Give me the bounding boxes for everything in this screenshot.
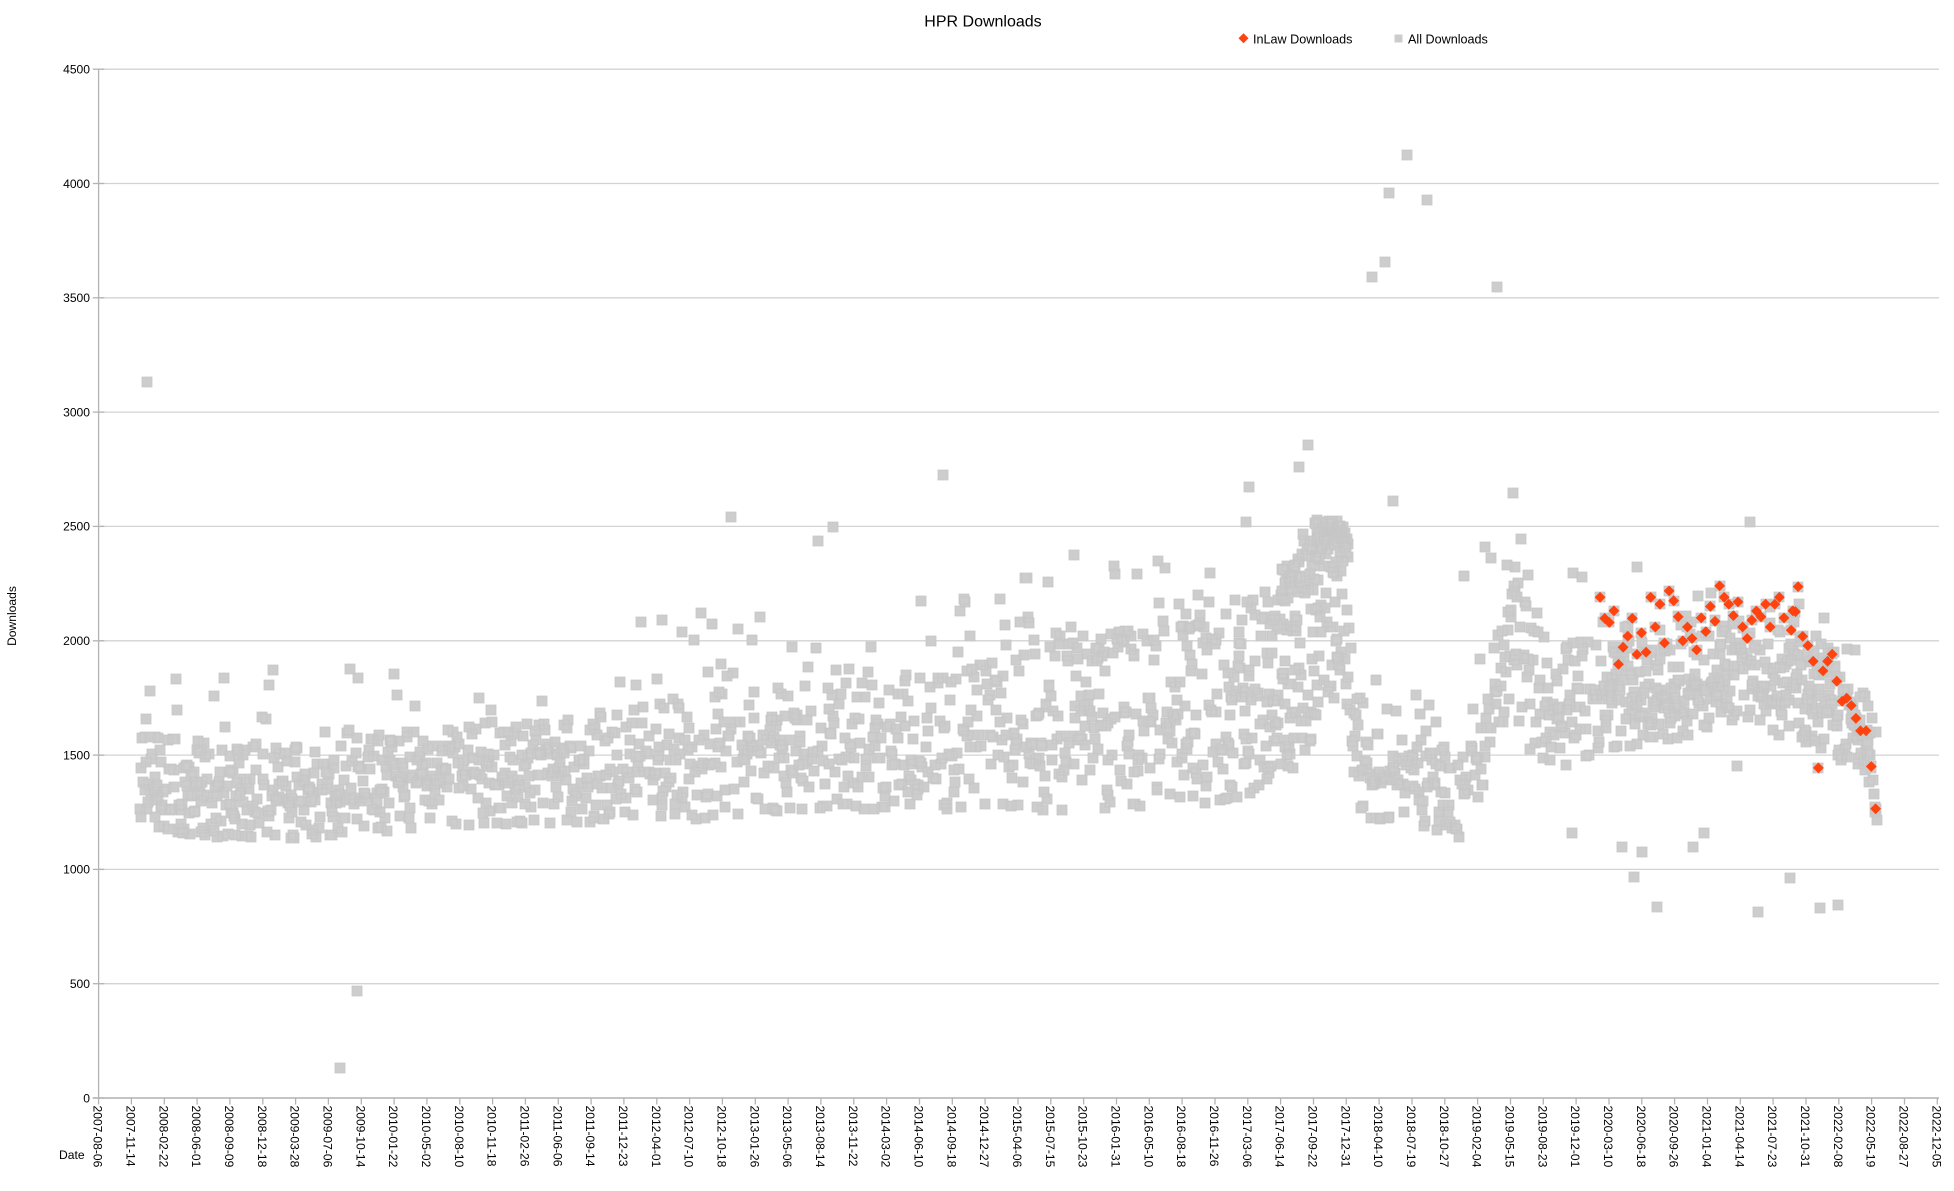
svg-text:2009-03-28: 2009-03-28	[288, 1106, 302, 1168]
svg-text:2020-06-18: 2020-06-18	[1634, 1106, 1648, 1168]
svg-text:2008-12-18: 2008-12-18	[255, 1106, 269, 1168]
svg-text:3000: 3000	[63, 405, 90, 419]
svg-text:2011-06-06: 2011-06-06	[550, 1106, 564, 1167]
svg-text:All Downloads: All Downloads	[1408, 33, 1488, 47]
svg-text:2016-08-18: 2016-08-18	[1174, 1106, 1188, 1168]
svg-text:Downloads: Downloads	[5, 586, 19, 646]
svg-text:2019-12-01: 2019-12-01	[1568, 1106, 1582, 1168]
svg-text:1000: 1000	[63, 863, 90, 877]
svg-text:2013-01-26: 2013-01-26	[747, 1106, 761, 1168]
svg-text:2000: 2000	[63, 634, 90, 648]
svg-text:2008-02-22: 2008-02-22	[156, 1106, 170, 1168]
svg-text:2016-11-26: 2016-11-26	[1207, 1106, 1221, 1167]
svg-text:2022-02-08: 2022-02-08	[1831, 1106, 1845, 1168]
svg-text:1500: 1500	[63, 748, 90, 762]
svg-text:2015-04-06: 2015-04-06	[1010, 1106, 1024, 1168]
svg-text:2018-04-10: 2018-04-10	[1371, 1106, 1385, 1168]
svg-text:2500: 2500	[63, 520, 90, 534]
svg-text:2017-12-31: 2017-12-31	[1338, 1106, 1352, 1168]
svg-text:2014-03-02: 2014-03-02	[879, 1106, 893, 1168]
svg-text:2012-07-10: 2012-07-10	[682, 1106, 696, 1168]
svg-text:2010-08-10: 2010-08-10	[452, 1106, 466, 1168]
svg-text:2018-10-27: 2018-10-27	[1437, 1106, 1451, 1168]
svg-text:2010-05-02: 2010-05-02	[419, 1106, 433, 1168]
svg-text:2022-05-19: 2022-05-19	[1864, 1106, 1878, 1168]
svg-text:2016-05-10: 2016-05-10	[1141, 1106, 1155, 1168]
svg-text:0: 0	[83, 1091, 90, 1105]
svg-text:Date: Date	[59, 1148, 85, 1162]
svg-text:2020-03-10: 2020-03-10	[1601, 1106, 1615, 1168]
svg-text:2007-08-06: 2007-08-06	[91, 1106, 105, 1168]
svg-text:2019-05-15: 2019-05-15	[1503, 1106, 1517, 1168]
svg-text:HPR Downloads: HPR Downloads	[924, 13, 1041, 30]
svg-text:2009-10-14: 2009-10-14	[353, 1106, 367, 1168]
svg-text:2013-08-14: 2013-08-14	[813, 1106, 827, 1168]
svg-text:2017-09-22: 2017-09-22	[1306, 1106, 1320, 1168]
svg-text:2011-02-26: 2011-02-26	[517, 1106, 531, 1167]
svg-text:2019-08-23: 2019-08-23	[1535, 1106, 1549, 1168]
svg-text:500: 500	[70, 977, 90, 991]
svg-text:2021-10-31: 2021-10-31	[1798, 1106, 1812, 1168]
svg-text:4000: 4000	[63, 177, 90, 191]
svg-text:2020-09-26: 2020-09-26	[1667, 1106, 1681, 1168]
svg-text:2015-10-23: 2015-10-23	[1076, 1106, 1090, 1168]
svg-text:2018-07-19: 2018-07-19	[1404, 1106, 1418, 1168]
svg-text:2011-12-23: 2011-12-23	[616, 1106, 630, 1167]
svg-text:2021-01-04: 2021-01-04	[1700, 1106, 1714, 1168]
svg-text:2014-06-10: 2014-06-10	[912, 1106, 926, 1168]
svg-text:2015-07-15: 2015-07-15	[1043, 1106, 1057, 1168]
svg-text:4500: 4500	[63, 63, 90, 77]
svg-text:2021-07-23: 2021-07-23	[1765, 1106, 1779, 1168]
svg-text:InLaw Downloads: InLaw Downloads	[1253, 33, 1352, 47]
svg-text:2009-07-06: 2009-07-06	[320, 1106, 334, 1168]
svg-text:2016-01-31: 2016-01-31	[1109, 1106, 1123, 1168]
svg-text:2022-08-27: 2022-08-27	[1897, 1106, 1911, 1168]
svg-text:2022-12-05: 2022-12-05	[1929, 1106, 1943, 1168]
svg-text:2010-01-22: 2010-01-22	[386, 1106, 400, 1168]
svg-text:2012-04-01: 2012-04-01	[649, 1106, 663, 1168]
svg-text:3500: 3500	[63, 291, 90, 305]
svg-text:2017-03-06: 2017-03-06	[1240, 1106, 1254, 1168]
svg-text:2008-06-01: 2008-06-01	[189, 1106, 203, 1168]
svg-text:2012-10-18: 2012-10-18	[714, 1106, 728, 1168]
svg-text:2008-09-09: 2008-09-09	[222, 1106, 236, 1168]
svg-text:2013-05-06: 2013-05-06	[780, 1106, 794, 1168]
svg-text:2019-02-04: 2019-02-04	[1470, 1106, 1484, 1168]
svg-text:2014-09-18: 2014-09-18	[944, 1106, 958, 1168]
svg-text:2007-11-14: 2007-11-14	[123, 1106, 137, 1167]
svg-text:2021-04-14: 2021-04-14	[1732, 1106, 1746, 1168]
svg-text:2011-09-14: 2011-09-14	[583, 1106, 597, 1167]
svg-text:2010-11-18: 2010-11-18	[485, 1106, 499, 1167]
svg-text:2014-12-27: 2014-12-27	[977, 1106, 991, 1168]
svg-text:2013-11-22: 2013-11-22	[846, 1106, 860, 1167]
svg-text:2017-06-14: 2017-06-14	[1273, 1106, 1287, 1168]
